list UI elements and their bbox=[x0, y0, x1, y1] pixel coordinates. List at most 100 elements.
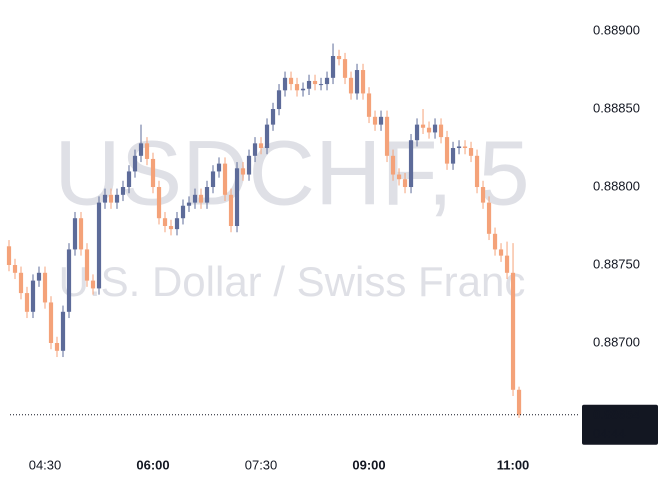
candle-body bbox=[180, 205, 186, 219]
candle-body bbox=[216, 163, 222, 172]
candle-body bbox=[426, 127, 432, 133]
candle-body bbox=[96, 202, 102, 289]
candle-body bbox=[18, 272, 24, 294]
candle-body bbox=[222, 163, 228, 195]
y-tick-label: 0.88900 bbox=[593, 22, 640, 37]
candle-body bbox=[360, 70, 366, 94]
candle-body bbox=[174, 218, 180, 230]
candle-body bbox=[306, 80, 312, 89]
x-tick-label: 07:30 bbox=[245, 457, 278, 472]
candle-body bbox=[504, 255, 510, 273]
candle-body bbox=[240, 168, 246, 175]
candle-body bbox=[186, 202, 192, 206]
candle-body bbox=[456, 146, 462, 149]
candle-body bbox=[276, 90, 282, 110]
candle-body bbox=[150, 158, 156, 188]
x-tick-label: 06:00 bbox=[136, 457, 169, 472]
candle-body bbox=[228, 194, 234, 227]
candle-body bbox=[246, 155, 252, 175]
last-price-label: 0.88654 bbox=[593, 407, 641, 422]
candle-body bbox=[480, 187, 486, 203]
y-tick-label: 0.88850 bbox=[593, 100, 640, 115]
candle-body bbox=[60, 311, 66, 351]
candle-body bbox=[396, 174, 402, 180]
candle-body bbox=[366, 93, 372, 117]
candle-body bbox=[384, 116, 390, 156]
candle-body bbox=[300, 88, 306, 91]
candle-body bbox=[468, 148, 474, 156]
candle-body bbox=[450, 148, 456, 164]
candle-body bbox=[444, 137, 450, 164]
last-price-box bbox=[582, 404, 658, 445]
candle-body bbox=[498, 249, 504, 256]
candle-body bbox=[288, 77, 294, 85]
candle-body bbox=[390, 155, 396, 175]
candle-body bbox=[72, 218, 78, 250]
candle-body bbox=[408, 140, 414, 188]
candle-body bbox=[6, 246, 12, 266]
candle-body bbox=[354, 70, 360, 94]
candle-body bbox=[462, 146, 468, 149]
candle-body bbox=[54, 342, 60, 351]
candle-body bbox=[438, 124, 444, 138]
candle-body bbox=[312, 80, 318, 85]
candle-body bbox=[144, 143, 150, 159]
candle-body bbox=[492, 233, 498, 250]
x-tick-label: 11:00 bbox=[497, 457, 530, 472]
candle-body bbox=[516, 389, 522, 415]
candle-body bbox=[114, 194, 120, 203]
watermark-title: USDCHF, 5 bbox=[54, 122, 529, 224]
candle-body bbox=[132, 155, 138, 172]
candle-body bbox=[252, 143, 258, 156]
candle-body bbox=[258, 143, 264, 149]
candle-body bbox=[156, 187, 162, 219]
candle-body bbox=[30, 280, 36, 312]
x-tick-label: 04:30 bbox=[29, 457, 62, 472]
candle-body bbox=[348, 77, 354, 94]
candle-body bbox=[78, 218, 84, 250]
candle-body bbox=[126, 171, 132, 188]
candle-body bbox=[294, 84, 300, 91]
candle-body bbox=[168, 226, 174, 230]
candle-body bbox=[24, 293, 30, 312]
candle-body bbox=[204, 187, 210, 203]
candle-body bbox=[330, 55, 336, 78]
candle-body bbox=[282, 77, 288, 91]
candle-body bbox=[162, 218, 168, 227]
candle-body bbox=[12, 265, 18, 273]
y-tick-label: 0.88750 bbox=[593, 256, 640, 271]
candle-body bbox=[402, 179, 408, 188]
candle-body bbox=[108, 194, 114, 203]
candle-body bbox=[336, 55, 342, 60]
candle-body bbox=[318, 84, 324, 86]
candle-body bbox=[42, 272, 48, 303]
candle-body bbox=[234, 168, 240, 227]
candle-body bbox=[432, 124, 438, 133]
candle-body bbox=[198, 194, 204, 203]
candle-body bbox=[420, 124, 426, 128]
y-tick-label: 0.88700 bbox=[593, 334, 640, 349]
candle-body bbox=[414, 124, 420, 141]
watermark-subtitle: U.S. Dollar / Swiss Franc bbox=[59, 258, 526, 305]
y-tick-label: 0.88800 bbox=[593, 178, 640, 193]
candle-body bbox=[90, 280, 96, 289]
candle-body bbox=[486, 202, 492, 234]
candle-body bbox=[342, 59, 348, 78]
candle-body bbox=[120, 187, 126, 195]
candle-body bbox=[138, 143, 144, 156]
candle-body bbox=[84, 249, 90, 281]
countdown-label: 04:44 bbox=[593, 426, 626, 441]
candle-body bbox=[324, 77, 330, 85]
candle-body bbox=[102, 194, 108, 203]
candle-body bbox=[372, 116, 378, 125]
candle-body bbox=[36, 272, 42, 281]
candle-body bbox=[210, 171, 216, 188]
candle-body bbox=[48, 302, 54, 343]
candle-body bbox=[474, 155, 480, 188]
candle-body bbox=[270, 109, 276, 125]
candle-body bbox=[264, 124, 270, 149]
candle-body bbox=[66, 249, 72, 312]
candle-body bbox=[510, 272, 516, 390]
